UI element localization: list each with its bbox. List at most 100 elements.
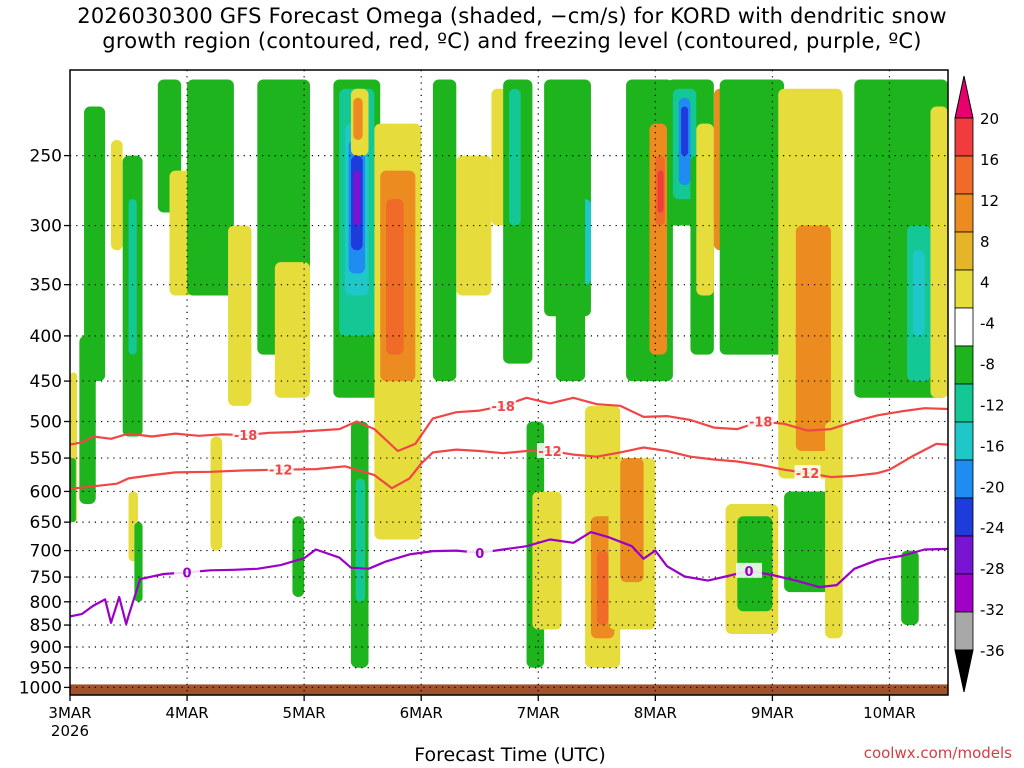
colorbar-label: 4 <box>980 274 990 292</box>
contour-label: -12 <box>796 467 820 482</box>
y-tick-label: 950 <box>30 659 62 679</box>
x-tick-label: 3MAR <box>48 704 91 722</box>
omega-shade-68 <box>930 106 948 398</box>
omega-shade-26 <box>355 478 366 602</box>
y-tick-label: 800 <box>30 593 62 613</box>
colorbar-label: -24 <box>980 519 1005 537</box>
contour-line-0 <box>70 396 948 453</box>
y-tick-label: 600 <box>30 482 62 502</box>
omega-shade-3 <box>84 106 106 382</box>
colorbar-label: 12 <box>980 192 999 210</box>
grid-lines <box>70 70 948 695</box>
y-tick-label: 450 <box>30 372 62 392</box>
x-axis: 3MAR 4MAR 5MAR 6MAR 7MAR 8MAR 9MAR 10MAR 2026 <box>48 695 916 740</box>
omega-shading-layer <box>70 79 948 668</box>
contour-label-bg <box>267 461 294 477</box>
colorbar-swatch <box>954 345 974 385</box>
colorbar-swatch <box>954 573 974 613</box>
x-tick-label: 8MAR <box>634 704 677 722</box>
contour-layer: -18 -18 -18 -12 -12 -12 0 0 0 <box>70 396 948 626</box>
colorbar-swatch <box>954 269 974 309</box>
ground-fill <box>70 684 948 695</box>
colorbar-swatch <box>954 193 974 233</box>
contour-label: -18 <box>749 416 773 431</box>
omega-shade-6 <box>128 199 137 355</box>
chart-title-line-2: growth region (contoured, red, ºC) and f… <box>102 29 922 53</box>
colorbar-swatch <box>954 117 974 157</box>
colorbar-label: -28 <box>980 560 1005 578</box>
y-tick-label: 850 <box>30 616 62 636</box>
colorbar-label: -8 <box>980 356 995 374</box>
omega-shade-67 <box>901 550 919 626</box>
omega-shade-40 <box>555 123 586 382</box>
x-tick-label: 4MAR <box>165 704 208 722</box>
contour-label-bg <box>232 427 259 443</box>
contour-label: 0 <box>475 547 484 562</box>
omega-shade-22 <box>353 170 361 226</box>
colorbar-label: 8 <box>980 233 990 251</box>
contour-label: -12 <box>538 445 562 460</box>
omega-shade-45 <box>620 458 644 583</box>
omega-shade-31 <box>432 79 457 382</box>
y-tick-label: 750 <box>30 568 62 588</box>
omega-shade-49 <box>657 170 664 213</box>
omega-shade-1 <box>70 458 76 523</box>
x-year-label: 2026 <box>51 722 89 740</box>
omega-shade-53 <box>681 106 689 156</box>
contour-label: -18 <box>491 400 515 415</box>
y-axis: 2503003504004505005506006507007508008509… <box>19 147 70 698</box>
site-credit: coolwx.com/models <box>863 744 1012 762</box>
colorbar-swatch <box>954 459 974 499</box>
x-tick-label: 7MAR <box>517 704 560 722</box>
y-tick-label: 250 <box>30 147 62 167</box>
omega-shade-15 <box>274 262 310 398</box>
omega-shade-55 <box>696 123 714 296</box>
y-tick-label: 300 <box>30 217 62 237</box>
colorbar-swatch <box>954 497 974 537</box>
colorbar-label: -32 <box>980 601 1005 619</box>
omega-shade-16 <box>292 516 305 597</box>
omega-shade-13 <box>228 225 252 406</box>
omega-shade-30 <box>397 464 422 540</box>
contour-label-bg <box>735 562 762 578</box>
x-tick-label: 5MAR <box>283 704 326 722</box>
y-tick-label: 350 <box>30 276 62 296</box>
x-tick-label: 10MAR <box>863 704 916 722</box>
omega-shade-63 <box>825 421 843 639</box>
x-tick-label: 9MAR <box>751 704 794 722</box>
omega-shade-12 <box>210 436 223 551</box>
omega-shade-66 <box>912 250 925 336</box>
colorbar-swatch <box>954 155 974 195</box>
contour-label: -12 <box>269 464 293 479</box>
omega-shade-11 <box>187 79 234 296</box>
colorbar-swatch <box>954 383 974 423</box>
contour-label: 0 <box>183 566 192 581</box>
colorbar-label: 20 <box>980 110 999 128</box>
y-tick-label: 650 <box>30 513 62 533</box>
plot-frame <box>69 69 949 696</box>
colorbar-label: -12 <box>980 396 1005 414</box>
contour-label-bg <box>490 397 517 413</box>
y-tick-label: 700 <box>30 542 62 562</box>
colorbar-swatch <box>954 307 974 347</box>
y-tick-label: 400 <box>30 327 62 347</box>
omega-shade-29 <box>386 199 404 355</box>
y-tick-label: 550 <box>30 449 62 469</box>
colorbar-swatch <box>954 611 974 651</box>
contour-label: -18 <box>234 429 258 444</box>
y-tick-label: 900 <box>30 638 62 658</box>
x-axis-title: Forecast Time (UTC) <box>414 744 606 766</box>
contour-label-bg <box>174 564 201 580</box>
omega-shade-62 <box>784 491 831 593</box>
contour-label-bg <box>747 413 774 429</box>
colorbar-label: 16 <box>980 151 999 169</box>
y-tick-label: 1000 <box>19 678 62 698</box>
colorbar-top-arrow <box>954 75 974 119</box>
omega-shade-4 <box>110 139 123 251</box>
colorbar-label: -20 <box>980 478 1005 496</box>
contour-line-1 <box>70 442 948 490</box>
colorbar-swatch <box>954 421 974 461</box>
contour-label-bg <box>466 544 493 560</box>
ground-layer <box>70 684 948 695</box>
